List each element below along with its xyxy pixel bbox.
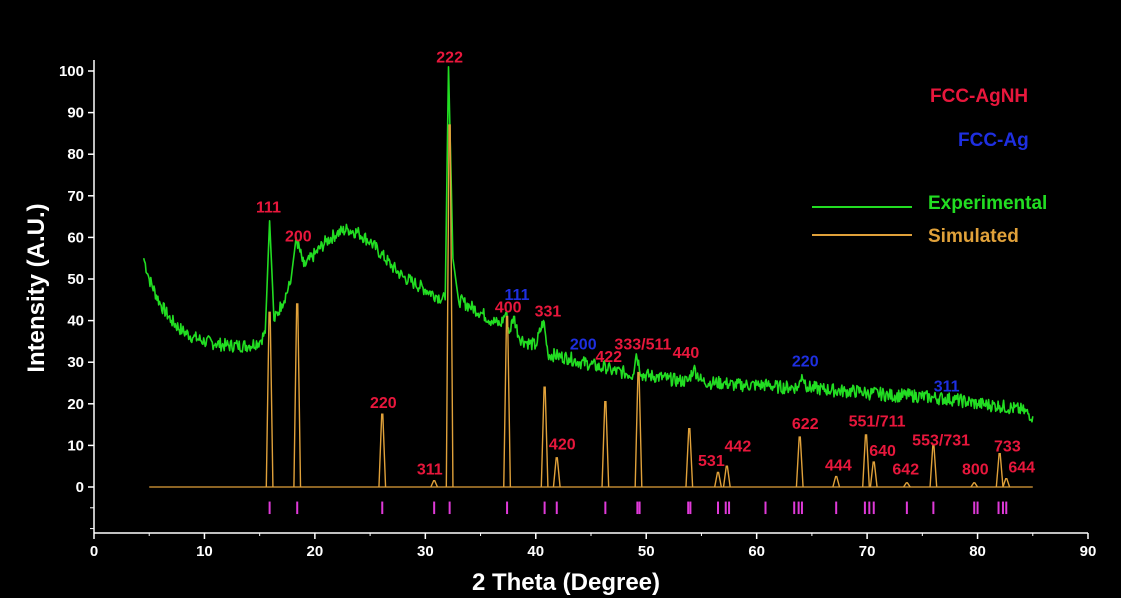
- peak-label: 553/731: [912, 432, 970, 449]
- experimental-series-line: [142, 66, 1034, 423]
- simulated-peak: [685, 428, 694, 488]
- x-tick-label: 50: [638, 543, 655, 560]
- peak-label: 311: [417, 462, 443, 479]
- simulated-peak: [445, 124, 454, 488]
- x-tick-label: 30: [417, 543, 434, 560]
- peak-label: 111: [505, 287, 530, 304]
- simulated-peak: [265, 311, 274, 488]
- simulated-peak: [970, 482, 979, 488]
- peak-label: 311: [934, 378, 960, 395]
- peak-label: 444: [825, 457, 852, 474]
- peak-label: 442: [725, 439, 752, 456]
- simulated-peak: [795, 436, 804, 488]
- y-tick-label: 0: [76, 479, 84, 496]
- simulated-peak: [1002, 477, 1011, 488]
- peak-label: 333/511: [614, 337, 671, 354]
- simulated-peak: [293, 303, 302, 488]
- x-tick-label: 80: [969, 543, 986, 560]
- peak-label: 222: [436, 50, 463, 67]
- simulated-peak: [634, 371, 643, 488]
- x-axis-title: 2 Theta (Degree): [472, 569, 660, 596]
- y-tick-label: 100: [59, 63, 84, 80]
- peak-label: 440: [673, 345, 700, 362]
- peak-label: 220: [792, 353, 819, 370]
- simulated-peak: [540, 386, 549, 488]
- y-tick-label: 20: [67, 396, 84, 413]
- simulated-peak: [902, 482, 911, 488]
- peak-label: 200: [285, 229, 312, 246]
- peak-label: 733: [994, 439, 1021, 456]
- peak-label: 642: [892, 462, 919, 479]
- peak-label: 640: [869, 443, 896, 460]
- simulated-peak: [869, 461, 878, 488]
- peak-label: 644: [1008, 459, 1035, 476]
- peak-label: 531: [698, 453, 725, 470]
- legend-phase-agnh: FCC-AgNH: [930, 86, 1028, 107]
- legend-simulated-label: Simulated: [928, 226, 1019, 247]
- y-tick-label: 50: [67, 271, 84, 288]
- axes: 0 10 20 30 40 50 60 70 80 90 0 10 20 30 40 50 60 70 80 90 10…: [59, 60, 1096, 560]
- y-tick-label: 90: [67, 105, 84, 122]
- peak-label: 422: [595, 349, 622, 366]
- simulated-peak: [430, 480, 439, 488]
- legend-experimental-label: Experimental: [928, 193, 1047, 214]
- legend-phase-ag: FCC-Ag: [958, 130, 1029, 151]
- simulated-peak: [552, 457, 561, 488]
- y-tick-label: 80: [67, 146, 84, 163]
- series-layer: [142, 66, 1034, 515]
- x-tick-label: 40: [527, 543, 544, 560]
- x-tick-label: 20: [307, 543, 324, 560]
- x-tick-label: 70: [859, 543, 876, 560]
- peak-label: 331: [535, 303, 562, 320]
- simulated-peak: [995, 453, 1004, 488]
- legend: FCC-AgNH FCC-Ag Experimental Simulated: [812, 86, 1047, 247]
- peak-label: 800: [962, 462, 989, 479]
- y-tick-label: 10: [67, 437, 84, 454]
- x-tick-label: 10: [196, 543, 213, 560]
- simulated-peak: [503, 315, 512, 488]
- simulated-peak: [601, 401, 610, 488]
- simulated-peak: [861, 434, 871, 488]
- peak-label: 200: [570, 337, 597, 354]
- x-tick-label: 90: [1080, 543, 1097, 560]
- y-tick-label: 70: [67, 188, 84, 205]
- peak-label: 220: [370, 395, 397, 412]
- y-tick-label: 40: [67, 313, 84, 330]
- simulated-peak: [929, 444, 938, 488]
- simulated-peak: [714, 471, 723, 488]
- simulated-peak: [378, 413, 387, 488]
- peak-label: 622: [792, 416, 819, 433]
- y-tick-label: 30: [67, 354, 84, 371]
- simulated-peak: [832, 475, 841, 488]
- peak-label: 111: [256, 199, 281, 216]
- y-tick-label: 60: [67, 229, 84, 246]
- peak-label: 420: [549, 437, 576, 454]
- x-tick-label: 0: [90, 543, 98, 560]
- y-axis-title: Intensity (A.U.): [23, 203, 50, 372]
- simulated-peak: [722, 465, 731, 488]
- x-tick-label: 60: [748, 543, 765, 560]
- peak-label: 400: [495, 299, 522, 316]
- peak-label: 551/711: [849, 414, 906, 431]
